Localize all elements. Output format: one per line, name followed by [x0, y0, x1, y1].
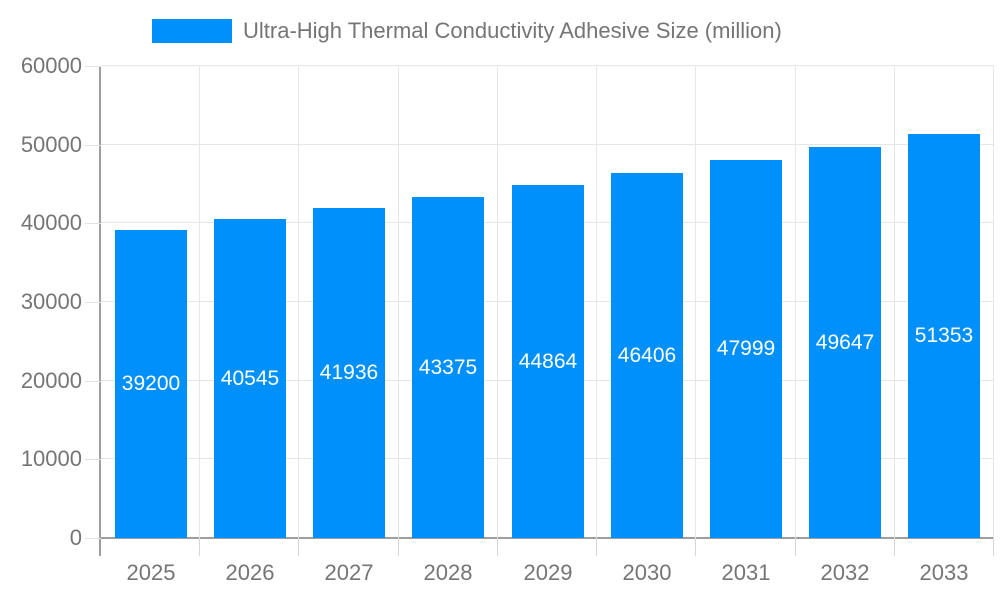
bar-value-label: 44864 [518, 349, 578, 373]
bar-value-label: 51353 [914, 324, 974, 347]
legend-label: Ultra-High Thermal Conductivity Adhesive… [243, 18, 782, 43]
x-axis-tick-label: 2028 [423, 560, 473, 585]
y-axis-tick [85, 144, 101, 146]
x-gridline [894, 66, 895, 538]
x-axis-tick-label: 2032 [820, 560, 870, 585]
y-axis-tick-label: 40000 [20, 210, 82, 236]
y-axis-tick-label: 20000 [20, 367, 82, 393]
y-axis-tick-label: 60000 [20, 53, 82, 78]
x-axis-tick [398, 538, 399, 556]
bar[interactable]: 41936 [313, 208, 385, 538]
bar[interactable]: 44864 [512, 185, 584, 538]
x-axis-tick [298, 538, 299, 556]
x-gridline [497, 66, 498, 538]
y-axis-tick-label: 50000 [20, 131, 82, 157]
legend-swatch-icon [152, 19, 232, 43]
bar-value-label: 41936 [319, 361, 379, 384]
bar[interactable]: 47999 [710, 160, 782, 538]
legend[interactable]: Ultra-High Thermal Conductivity Adhesive… [152, 18, 782, 44]
x-axis-line [99, 537, 994, 539]
x-gridline [199, 66, 200, 538]
x-axis-tick-label: 2029 [523, 560, 573, 585]
y-axis-tick [85, 459, 101, 461]
x-gridline [795, 66, 796, 538]
plot-area: 39200 40545 41936 43375 44864 46406 47999 49647… [101, 65, 994, 538]
x-axis-tick-label: 2033 [919, 560, 969, 585]
y-axis-tick [85, 66, 101, 67]
x-gridline [993, 66, 994, 538]
bar-value-label: 46406 [617, 343, 677, 367]
y-axis-line [99, 66, 101, 556]
y-axis-tick [85, 538, 101, 539]
bar-value-label: 39200 [121, 372, 181, 395]
bar[interactable]: 49647 [809, 147, 881, 538]
bar[interactable]: 46406 [611, 173, 683, 538]
bar[interactable]: 43375 [412, 197, 484, 538]
bar-value-label: 49647 [815, 330, 875, 354]
bar-value-label: 43375 [418, 355, 478, 379]
x-axis-tick [695, 538, 696, 556]
x-gridline [398, 66, 399, 538]
x-axis-tick [199, 538, 200, 556]
x-axis-tick-label: 2031 [721, 560, 771, 585]
y-axis-tick [85, 380, 101, 382]
x-axis-tick [497, 538, 498, 556]
x-axis-tick-label: 2025 [126, 560, 176, 585]
y-axis-tick [85, 302, 101, 303]
x-axis-tick [894, 538, 895, 556]
bar[interactable]: 51353 [908, 134, 980, 538]
x-axis-tick-label: 2027 [324, 560, 374, 585]
x-gridline [596, 66, 597, 538]
bar[interactable]: 39200 [115, 230, 187, 538]
y-axis-tick [85, 223, 101, 225]
bar[interactable]: 40545 [214, 219, 286, 538]
y-gridline [101, 143, 994, 145]
y-axis-tick-label: 30000 [20, 289, 82, 314]
bar-value-label: 47999 [716, 337, 776, 360]
x-gridline [298, 66, 299, 538]
x-axis-tick-label: 2026 [225, 560, 275, 585]
y-axis-tick-label: 0 [69, 525, 82, 550]
x-axis-tick [993, 538, 994, 556]
x-axis-tick [795, 538, 796, 556]
bar-value-label: 40545 [220, 366, 280, 390]
y-axis-tick-label: 10000 [20, 446, 82, 472]
x-gridline [695, 66, 696, 538]
x-axis-tick [596, 538, 597, 556]
x-axis-tick-label: 2030 [622, 560, 672, 585]
y-gridline [101, 65, 994, 66]
